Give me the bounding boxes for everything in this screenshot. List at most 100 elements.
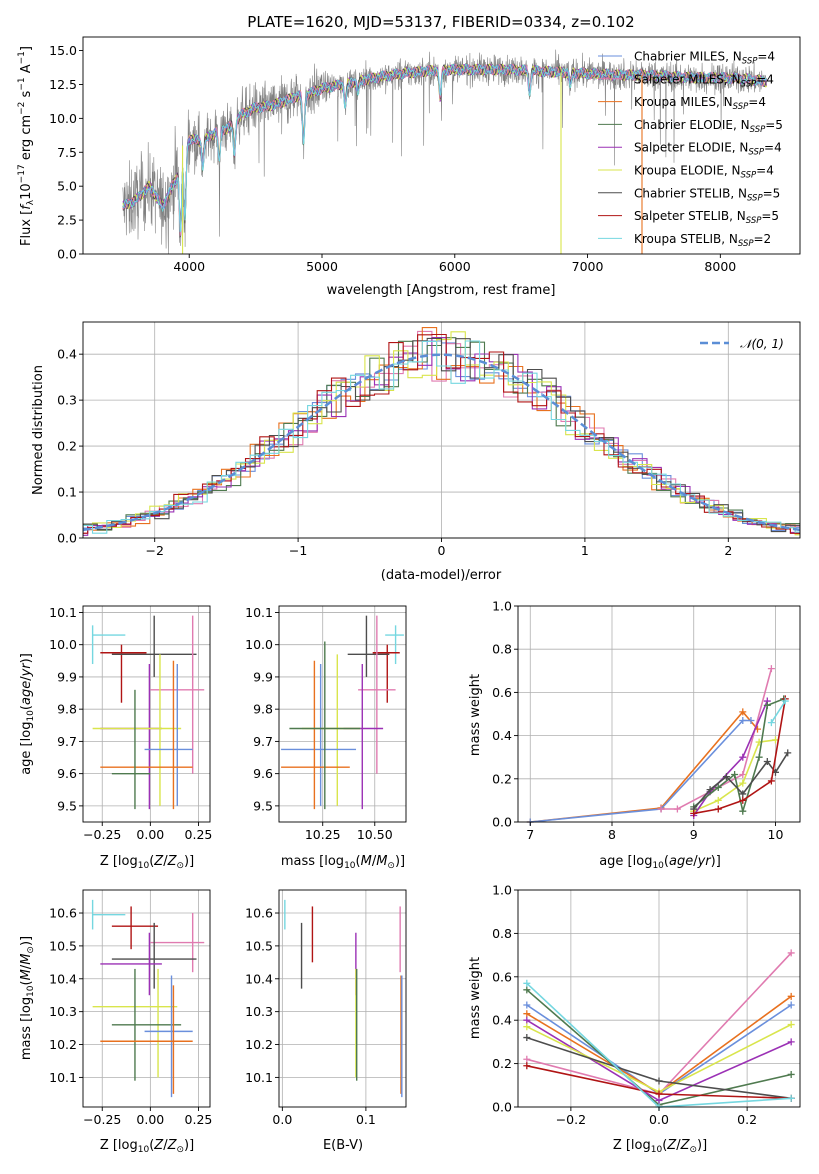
- x-tick-label: −1: [289, 543, 307, 558]
- residuals-axes: −2 −1 0 1 2 0.0 0.1 0.2 0.3 0.4: [57, 321, 801, 558]
- legend-label: Salpeter ELODIE, NSSP=4: [634, 141, 782, 158]
- chabrier-miles-weight-marker: [523, 1001, 531, 1009]
- kroupa-miles-weight-marker: [739, 708, 747, 716]
- x-tick-label: 0: [438, 543, 446, 558]
- y-tick-label: 9.7: [253, 734, 273, 749]
- weight-vs-age-series: [526, 665, 792, 826]
- y-tick-label: 0.4: [492, 728, 512, 743]
- y-tick-label: 10.1: [245, 1070, 273, 1085]
- weight-vs-Z-x-label: Z [log10(Z/Z⊙)]: [613, 1138, 707, 1155]
- legend-label-text: Kroupa ELODIE, N: [634, 164, 741, 178]
- mass-vs-Z-panel: −0.25 0.00 0.25 10.1 10.2 10.3 10.4 10.5 10.6 Z …: [19, 889, 213, 1155]
- legend-label-sub: SSP: [748, 148, 764, 158]
- weight-vs-Z-y-label: mass weight: [468, 957, 483, 1039]
- legend-label-sub: SSP: [738, 239, 754, 249]
- y-tick-label: 0.3: [57, 393, 77, 408]
- kroupa-miles-weight-marker: [787, 992, 795, 1000]
- x-tick-label: 0.0: [649, 1112, 669, 1127]
- spectrum-panel: PLATE=1620, MJD=53137, FIBERID=0334, z=0…: [17, 13, 801, 298]
- mass-vs-EBV-axes: 0.0 0.1 10.1 10.2 10.3 10.4 10.5 10.6: [245, 889, 407, 1127]
- legend-label-sub: SSP: [742, 57, 758, 67]
- chabrier-stelib-weight-marker: [655, 1077, 663, 1085]
- y-tick-label: 10.0: [49, 637, 77, 652]
- chabrier-stelib-weight-marker: [784, 749, 792, 757]
- salpeter-elodie-weight-marker: [739, 753, 747, 761]
- x-tick-label: 0.00: [136, 827, 164, 842]
- mass-vs-Z-x-label: Z [log10(Z/Z⊙)]: [100, 1138, 194, 1155]
- y-tick-label: 10.4: [49, 971, 77, 986]
- legend-label: Salpeter MILES, NSSP=4: [634, 72, 774, 89]
- kroupa-elodie-weight-marker: [739, 779, 747, 787]
- plot-frame: [517, 605, 801, 823]
- residuals-y-label: Normed distribution: [31, 365, 46, 495]
- age-vs-mass-axes: 10.25 10.50 9.5 9.6 9.7 9.8 9.9 10.0 10.1: [245, 605, 407, 842]
- salpeter-stelib-weight-marker: [523, 1062, 531, 1070]
- salpeter-elodie-weight-marker: [787, 1038, 795, 1046]
- y-tick-label: 9.7: [57, 734, 77, 749]
- chabrier-elodie-weight-marker: [755, 753, 763, 761]
- chabrier-miles-weight-marker: [747, 716, 755, 724]
- y-tick-label: 10.0: [49, 111, 77, 126]
- x-tick-label: 0.25: [185, 1112, 213, 1127]
- salpeter-miles-weight-marker: [787, 949, 795, 957]
- chabrier-elodie-weight-marker: [787, 1070, 795, 1078]
- x-tick-label: 10.25: [305, 827, 341, 842]
- y-tick-label: 0.2: [492, 1056, 512, 1071]
- salpeter-stelib-weight-marker: [655, 1090, 663, 1098]
- mass-vs-EBV-panel: 0.0 0.1 10.1 10.2 10.3 10.4 10.5 10.6 E(B-V): [245, 889, 407, 1153]
- kroupa-elodie-weight-marker: [523, 1023, 531, 1031]
- legend-label-value: =4: [756, 72, 774, 86]
- kroupa-stelib-model-spectrum-line: [122, 63, 767, 233]
- legend-label-text: Chabrier ELODIE, N: [634, 118, 750, 132]
- x-tick-label: 1: [581, 543, 589, 558]
- y-tick-label: 10.3: [245, 1004, 273, 1019]
- legend-label-value: =4: [764, 141, 782, 155]
- x-tick-label: 9: [690, 827, 698, 842]
- chabrier-elodie-weight-marker: [739, 807, 747, 815]
- y-tick-label: 0.6: [492, 685, 512, 700]
- salpeter-miles-weight-marker: [767, 665, 775, 673]
- plot-frame: [82, 605, 211, 823]
- y-tick-label: 10.1: [49, 605, 77, 620]
- normal-distribution-curve: [83, 353, 800, 532]
- legend-label-text: Salpeter MILES, N: [634, 72, 741, 86]
- x-tick-label: 2: [724, 543, 732, 558]
- y-tick-label: 0.4: [57, 347, 77, 362]
- salpeter-stelib-weight-marker: [739, 796, 747, 804]
- x-tick-label: −0.25: [83, 827, 121, 842]
- salpeter-stelib-weight-marker: [714, 805, 722, 813]
- legend-label-sub: SSP: [741, 79, 757, 89]
- x-tick-label: 0.1: [356, 1112, 376, 1127]
- legend-label: Chabrier STELIB, NSSP=5: [634, 186, 780, 203]
- chabrier-stelib-weight-marker: [763, 758, 771, 766]
- y-tick-label: 0.0: [57, 247, 77, 262]
- kroupa-stelib-weight-line: [770, 700, 786, 724]
- x-tick-label: 7: [526, 827, 534, 842]
- y-tick-label: 9.8: [253, 702, 273, 717]
- plot-frame: [278, 605, 407, 823]
- legend-label-value: =5: [761, 209, 779, 223]
- chabrier-miles-weight-marker: [787, 1001, 795, 1009]
- y-tick-label: 0.2: [492, 771, 512, 786]
- chabrier-stelib-weight-marker: [722, 773, 730, 781]
- weight-vs-age-x-label: age [log10(age/yr)]: [599, 854, 721, 871]
- legend-label-value: =5: [763, 186, 781, 200]
- x-tick-label: 6000: [439, 259, 471, 274]
- legend-label: Salpeter STELIB, NSSP=5: [634, 209, 779, 226]
- legend-label-sub: SSP: [741, 171, 757, 181]
- x-tick-label: 0.2: [737, 1112, 757, 1127]
- y-tick-label: 9.9: [253, 669, 273, 684]
- x-tick-label: 0.0: [272, 1112, 292, 1127]
- y-tick-label: 10.3: [49, 1004, 77, 1019]
- spectrum-x-label: wavelength [Angstrom, rest frame]: [327, 283, 556, 298]
- y-tick-label: 0.8: [492, 926, 512, 941]
- x-tick-label: 4000: [173, 259, 205, 274]
- y-tick-label: 10.5: [49, 938, 77, 953]
- kroupa-miles-weight-marker: [523, 1010, 531, 1018]
- salpeter-elodie-weight-marker: [523, 1016, 531, 1024]
- weight-vs-age-axes: 7 8 9 10 0.0 0.2 0.4 0.6 0.8 1.0: [492, 599, 801, 842]
- y-tick-label: 1.0: [492, 883, 512, 898]
- mass-vs-Z-series: [91, 899, 205, 1098]
- plot-frame: [278, 889, 407, 1108]
- mass-vs-EBV-plot-area: [279, 890, 406, 1107]
